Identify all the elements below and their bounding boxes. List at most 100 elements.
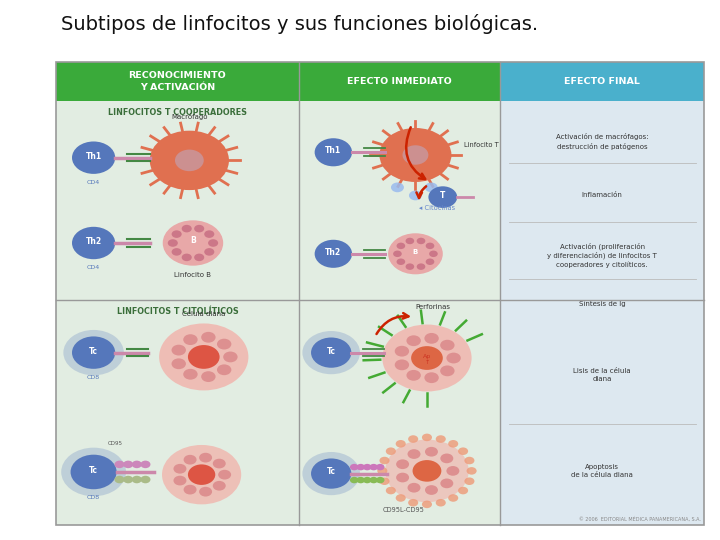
Text: Th1: Th1: [86, 152, 102, 160]
Circle shape: [302, 452, 360, 495]
Circle shape: [356, 477, 365, 483]
Circle shape: [417, 264, 426, 270]
Circle shape: [132, 476, 142, 483]
Text: Tc: Tc: [327, 468, 336, 476]
Circle shape: [440, 366, 454, 376]
Circle shape: [218, 470, 231, 480]
Circle shape: [448, 494, 458, 502]
Circle shape: [311, 338, 351, 368]
Text: ◂ Citocinas: ◂ Citocinas: [419, 205, 455, 211]
Text: LINFOCITOS T CITOLÍTICOS: LINFOCITOS T CITOLÍTICOS: [117, 307, 238, 316]
Circle shape: [422, 501, 432, 508]
Circle shape: [405, 264, 414, 270]
FancyBboxPatch shape: [299, 62, 500, 300]
Circle shape: [311, 458, 351, 489]
FancyBboxPatch shape: [500, 62, 704, 300]
Circle shape: [436, 499, 446, 507]
Circle shape: [379, 477, 390, 485]
Circle shape: [72, 227, 115, 259]
Circle shape: [114, 461, 125, 468]
Circle shape: [425, 485, 438, 495]
Circle shape: [201, 332, 215, 343]
Text: EFECTO INMEDIATO: EFECTO INMEDIATO: [347, 77, 452, 86]
Text: CD95: CD95: [108, 441, 123, 447]
Circle shape: [395, 360, 409, 370]
Circle shape: [199, 487, 212, 497]
Text: Perforinas: Perforinas: [415, 303, 450, 310]
FancyBboxPatch shape: [56, 62, 299, 300]
Circle shape: [436, 435, 446, 443]
Circle shape: [369, 477, 378, 483]
Circle shape: [388, 233, 443, 274]
FancyBboxPatch shape: [56, 62, 299, 101]
Circle shape: [150, 131, 229, 190]
Text: Linfocito T: Linfocito T: [464, 142, 499, 149]
Circle shape: [467, 467, 477, 475]
Circle shape: [424, 333, 438, 344]
Text: T: T: [440, 191, 446, 200]
Circle shape: [163, 220, 223, 266]
Circle shape: [464, 477, 474, 485]
Circle shape: [181, 225, 192, 232]
Circle shape: [350, 477, 359, 483]
Circle shape: [382, 325, 472, 391]
Circle shape: [426, 259, 434, 265]
Text: Macrófago: Macrófago: [171, 113, 207, 119]
Circle shape: [425, 183, 438, 192]
Circle shape: [302, 331, 360, 374]
Circle shape: [406, 335, 420, 346]
Circle shape: [181, 254, 192, 261]
Circle shape: [406, 370, 420, 381]
Text: Ap
↑: Ap ↑: [423, 354, 431, 365]
Circle shape: [356, 464, 365, 470]
Circle shape: [123, 476, 133, 483]
Circle shape: [396, 460, 409, 469]
Circle shape: [199, 453, 212, 462]
Circle shape: [204, 231, 215, 238]
Circle shape: [204, 248, 215, 255]
Circle shape: [132, 461, 142, 468]
Text: CD8: CD8: [87, 375, 100, 380]
Text: Th2: Th2: [86, 237, 102, 246]
Circle shape: [369, 464, 378, 470]
Circle shape: [408, 499, 418, 507]
Text: Síntesis de Ig: Síntesis de Ig: [579, 300, 626, 307]
Circle shape: [175, 150, 204, 171]
Text: Inflamación: Inflamación: [582, 192, 623, 199]
Circle shape: [446, 466, 459, 476]
Text: CD8: CD8: [87, 495, 100, 501]
Circle shape: [72, 336, 115, 369]
Circle shape: [162, 445, 241, 504]
Circle shape: [386, 448, 396, 455]
Circle shape: [397, 259, 405, 265]
Circle shape: [315, 138, 352, 166]
Text: Subtipos de linfocitos y sus funciones biológicas.: Subtipos de linfocitos y sus funciones b…: [61, 14, 539, 35]
Text: B: B: [190, 237, 196, 245]
Circle shape: [441, 478, 454, 488]
Text: EFECTO FINAL: EFECTO FINAL: [564, 77, 640, 86]
Circle shape: [440, 340, 454, 350]
Text: Activación de macrófagos:
destrucción de patógenos: Activación de macrófagos: destrucción de…: [556, 133, 649, 150]
Text: Th2: Th2: [325, 248, 341, 256]
Text: Lisis de la célula
diana: Lisis de la célula diana: [573, 368, 631, 382]
Circle shape: [315, 240, 352, 268]
Circle shape: [396, 472, 409, 482]
Circle shape: [386, 487, 396, 494]
FancyBboxPatch shape: [299, 62, 500, 101]
Text: Tc: Tc: [89, 347, 98, 355]
Circle shape: [413, 460, 441, 482]
FancyBboxPatch shape: [299, 300, 500, 525]
Circle shape: [393, 251, 402, 257]
Circle shape: [213, 481, 226, 491]
Circle shape: [201, 371, 215, 382]
Text: Linfocito B: Linfocito B: [174, 272, 212, 279]
Text: B: B: [413, 249, 418, 255]
Text: CD4: CD4: [87, 180, 100, 185]
Text: CD95L-CD95: CD95L-CD95: [382, 507, 424, 513]
Circle shape: [140, 476, 150, 483]
Circle shape: [458, 448, 468, 455]
Circle shape: [408, 483, 420, 492]
Circle shape: [417, 238, 426, 244]
FancyBboxPatch shape: [56, 300, 299, 525]
Circle shape: [171, 231, 181, 238]
